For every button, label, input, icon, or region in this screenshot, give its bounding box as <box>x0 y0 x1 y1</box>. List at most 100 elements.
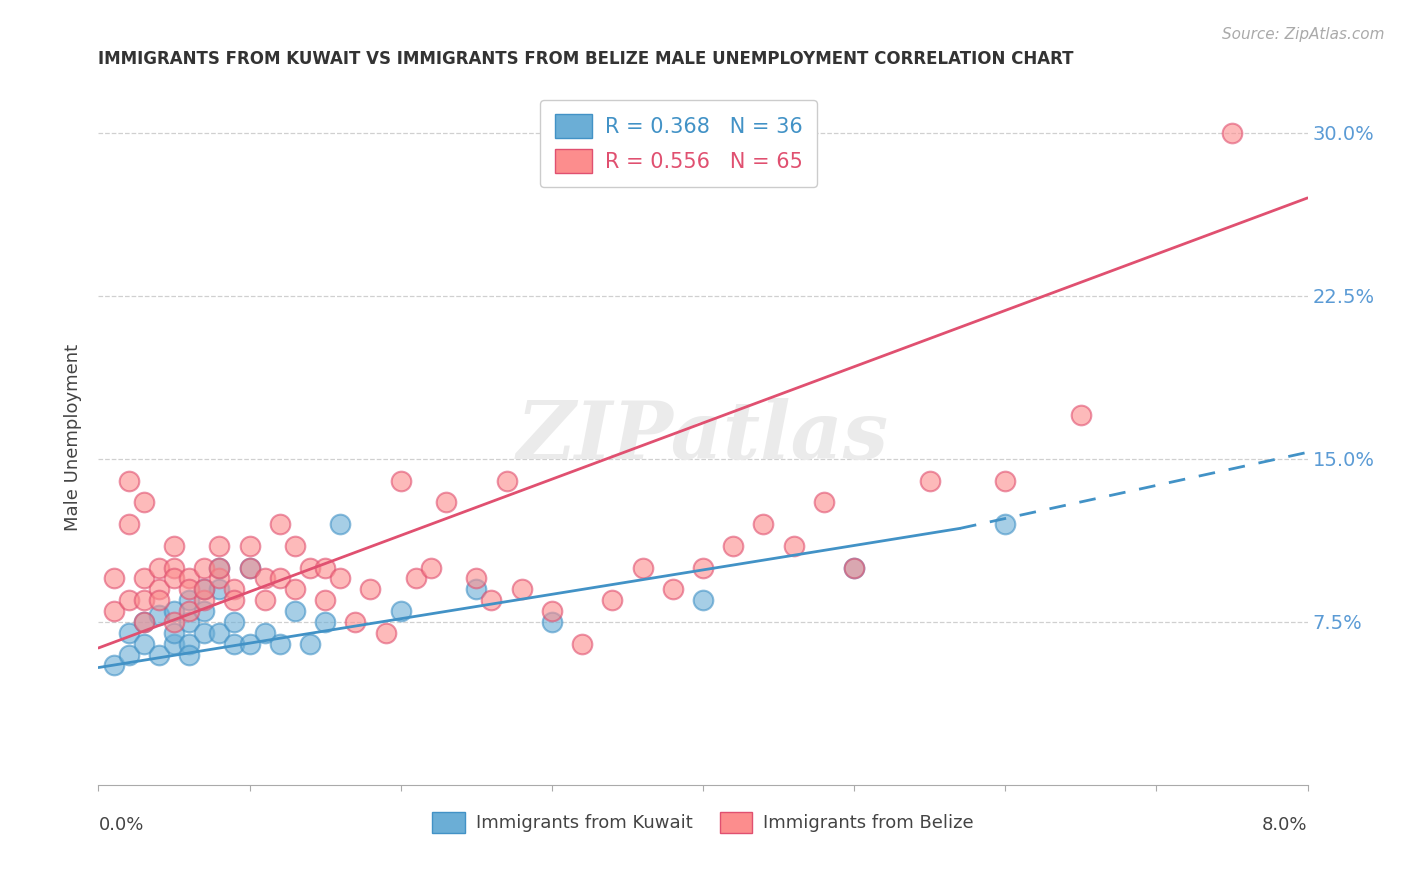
Point <box>132 637 155 651</box>
Point <box>208 560 231 574</box>
Point <box>374 625 396 640</box>
Point <box>239 637 262 651</box>
Point <box>253 593 276 607</box>
Point <box>148 582 170 597</box>
Point <box>208 560 231 574</box>
Point <box>314 593 336 607</box>
Point <box>389 604 412 618</box>
Point <box>103 658 125 673</box>
Point <box>193 582 215 597</box>
Point <box>179 593 201 607</box>
Point <box>420 560 443 574</box>
Point <box>118 593 141 607</box>
Point <box>631 560 654 574</box>
Point <box>540 604 562 618</box>
Point <box>163 615 186 629</box>
Point <box>193 625 215 640</box>
Point <box>163 625 186 640</box>
Text: ZIPatlas: ZIPatlas <box>517 399 889 475</box>
Point <box>179 615 201 629</box>
Text: 0.0%: 0.0% <box>98 815 143 833</box>
Point <box>481 593 503 607</box>
Point <box>132 615 155 629</box>
Point <box>269 516 291 531</box>
Point <box>179 648 201 662</box>
Point <box>465 571 488 585</box>
Point <box>193 604 215 618</box>
Point <box>994 516 1017 531</box>
Point <box>1220 126 1243 140</box>
Point <box>299 637 322 651</box>
Point <box>163 604 186 618</box>
Point <box>148 648 170 662</box>
Point <box>1070 409 1092 423</box>
Point <box>661 582 683 597</box>
Point <box>193 582 215 597</box>
Point <box>723 539 745 553</box>
Point <box>253 571 276 585</box>
Point <box>389 474 412 488</box>
Point <box>571 637 593 651</box>
Point <box>179 604 201 618</box>
Point <box>148 608 170 623</box>
Point <box>918 474 941 488</box>
Point <box>239 539 262 553</box>
Point <box>360 582 382 597</box>
Point <box>602 593 624 607</box>
Point <box>103 604 125 618</box>
Point <box>465 582 488 597</box>
Point <box>752 516 775 531</box>
Point <box>208 625 231 640</box>
Point <box>783 539 806 553</box>
Point <box>844 560 866 574</box>
Point <box>813 495 835 509</box>
Point <box>132 495 155 509</box>
Point <box>193 560 215 574</box>
Point <box>329 571 352 585</box>
Point <box>540 615 562 629</box>
Point <box>163 560 186 574</box>
Point <box>132 593 155 607</box>
Point <box>269 637 291 651</box>
Point <box>239 560 262 574</box>
Point <box>208 582 231 597</box>
Point <box>148 560 170 574</box>
Legend: Immigrants from Kuwait, Immigrants from Belize: Immigrants from Kuwait, Immigrants from … <box>420 799 986 846</box>
Point <box>118 516 141 531</box>
Point <box>163 637 186 651</box>
Point <box>314 560 336 574</box>
Point <box>692 560 714 574</box>
Point <box>179 637 201 651</box>
Point <box>132 615 155 629</box>
Point <box>269 571 291 585</box>
Text: IMMIGRANTS FROM KUWAIT VS IMMIGRANTS FROM BELIZE MALE UNEMPLOYMENT CORRELATION C: IMMIGRANTS FROM KUWAIT VS IMMIGRANTS FRO… <box>98 50 1074 68</box>
Text: Source: ZipAtlas.com: Source: ZipAtlas.com <box>1222 27 1385 42</box>
Point <box>239 560 262 574</box>
Text: 8.0%: 8.0% <box>1263 815 1308 833</box>
Y-axis label: Male Unemployment: Male Unemployment <box>63 343 82 531</box>
Point <box>224 582 246 597</box>
Point <box>118 648 141 662</box>
Point <box>284 539 307 553</box>
Point <box>163 571 186 585</box>
Point <box>132 571 155 585</box>
Point <box>495 474 517 488</box>
Point <box>208 539 231 553</box>
Point <box>118 474 141 488</box>
Point <box>163 539 186 553</box>
Point <box>284 582 307 597</box>
Point <box>224 615 246 629</box>
Point <box>148 593 170 607</box>
Point <box>510 582 533 597</box>
Point <box>299 560 322 574</box>
Point <box>329 516 352 531</box>
Point <box>253 625 276 640</box>
Point <box>208 571 231 585</box>
Point <box>405 571 427 585</box>
Point <box>179 571 201 585</box>
Point <box>179 582 201 597</box>
Point <box>118 625 141 640</box>
Point <box>844 560 866 574</box>
Point <box>193 593 215 607</box>
Point <box>344 615 367 629</box>
